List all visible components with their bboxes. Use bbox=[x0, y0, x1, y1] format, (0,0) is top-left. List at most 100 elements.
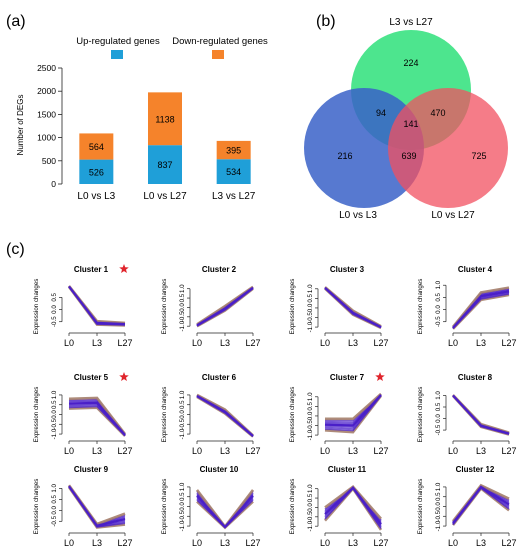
profile-line bbox=[452, 486, 510, 525]
y-tick-label: 0.0 bbox=[435, 502, 442, 511]
x-tick-label: L27 bbox=[117, 538, 132, 548]
y-tick-label: -0.5 bbox=[51, 316, 58, 327]
y-tick-label: 0.0 bbox=[435, 305, 442, 314]
legend-down-swatch bbox=[212, 50, 224, 59]
y-tick-label: -0.5 bbox=[179, 418, 186, 429]
y-tick-label: 1.0 bbox=[179, 482, 186, 491]
y-tick-label: -0.5 bbox=[435, 424, 442, 435]
venn-set-l0-l3: L0 vs L3 bbox=[339, 210, 377, 221]
bar-chart: Up-regulated genes Down-regulated genes … bbox=[16, 36, 268, 202]
y-tick-label: 0.5 bbox=[179, 492, 186, 501]
cluster-title: Cluster 6 bbox=[202, 373, 237, 382]
center-line bbox=[452, 394, 510, 435]
venn-circle-l0-l3 bbox=[304, 88, 424, 208]
x-tick-label: L0 bbox=[192, 338, 202, 348]
x-tick-label: L3 bbox=[476, 338, 486, 348]
venn-count-l3-l27-and-l0-l27: 470 bbox=[430, 108, 445, 118]
y-tick-label: -1.0 bbox=[179, 320, 186, 331]
x-tick-label: L3 bbox=[220, 446, 230, 456]
y-tick-label: -0.5 bbox=[307, 420, 314, 431]
y-axis: 0 500 1000 1500 2000 2500 bbox=[37, 63, 63, 189]
center-line bbox=[196, 494, 254, 529]
x-tick-label: L3 bbox=[476, 538, 486, 548]
cluster-title: Cluster 5 bbox=[74, 373, 109, 382]
profile-line bbox=[68, 285, 126, 325]
center-line bbox=[196, 286, 254, 327]
cluster-title: Cluster 2 bbox=[202, 265, 237, 274]
center-line bbox=[68, 485, 126, 527]
cluster-title: Cluster 10 bbox=[200, 465, 239, 474]
y-axis-label: Expression changes bbox=[289, 387, 296, 443]
y-tick-label: -1.0 bbox=[179, 520, 186, 531]
bar-up bbox=[216, 159, 251, 184]
venn-count-l3-l27-and-l0-l3: 94 bbox=[376, 108, 386, 118]
x-tick-label: L0 bbox=[192, 538, 202, 548]
profile-line bbox=[68, 405, 126, 437]
cluster-title: Cluster 7 bbox=[330, 373, 365, 382]
x-tick-label: L0 bbox=[320, 338, 330, 348]
y-axis-label: Expression changes bbox=[417, 387, 424, 443]
x-tick-label: L0 bbox=[320, 538, 330, 548]
y-tick-label: 0.0 bbox=[435, 414, 442, 423]
y-tick-label: -1.0 bbox=[179, 428, 186, 439]
bar-down bbox=[148, 92, 182, 146]
venn-set-l0-l27: L0 vs L27 bbox=[431, 210, 475, 221]
y-axis-label: Expression changes bbox=[417, 279, 424, 335]
y-axis-label: Expression changes bbox=[417, 479, 424, 535]
bar-marks: 526 564 L0 vs L3 837 1138 L0 vs L27 534 395 L3 v… bbox=[77, 92, 256, 202]
center-line bbox=[324, 394, 382, 427]
cluster-panel: Cluster 1 Expression changes 0.5 0.0 -0.5 L0 L… bbox=[33, 264, 133, 348]
y-tick-label: 1.0 bbox=[435, 482, 442, 491]
x-tick-label: L0 bbox=[448, 446, 458, 456]
y-tick-label: 1000 bbox=[37, 133, 56, 143]
x-tick-label: L3 bbox=[220, 538, 230, 548]
x-tick-label: L27 bbox=[501, 338, 516, 348]
y-tick-label: 0 bbox=[51, 179, 56, 189]
venn-set-l3-l27: L3 vs L27 bbox=[389, 17, 433, 28]
profile-line bbox=[68, 285, 126, 325]
x-tick-label: L0 bbox=[64, 538, 74, 548]
profile-line bbox=[325, 392, 382, 421]
bar-up bbox=[79, 159, 114, 184]
cluster-panel: Cluster 5 Expression changes 1.00.50.0-0.5… bbox=[33, 372, 133, 456]
y-tick-label: -0.5 bbox=[179, 510, 186, 521]
y-tick-label: 0.0 bbox=[179, 410, 186, 419]
y-axis-label: Expression changes bbox=[161, 279, 168, 335]
cluster-panel: Cluster 7 Expression changes 1.00.50.0-0.5… bbox=[289, 372, 389, 456]
y-tick-label: 0.5 bbox=[179, 400, 186, 409]
y-axis-label: Expression changes bbox=[289, 479, 296, 535]
center-line bbox=[324, 486, 382, 525]
y-tick-label: -0.5 bbox=[435, 316, 442, 327]
profile-line bbox=[451, 286, 510, 328]
x-tick-label: L3 bbox=[92, 446, 102, 456]
y-tick-label: 0.5 bbox=[435, 402, 442, 411]
legend-up-label: Up-regulated genes bbox=[76, 36, 160, 47]
x-tick-label: L27 bbox=[373, 538, 388, 548]
x-tick-label: L27 bbox=[373, 338, 388, 348]
y-tick-label: -0.5 bbox=[435, 510, 442, 521]
profile-line bbox=[68, 286, 126, 326]
x-tick-label: L3 bbox=[92, 338, 102, 348]
y-tick-label: -1.0 bbox=[51, 428, 58, 439]
x-category-label: L0 vs L27 bbox=[143, 191, 187, 202]
y-tick-label: -0.5 bbox=[51, 418, 58, 429]
y-tick-label: -1.0 bbox=[307, 429, 314, 440]
profile-line bbox=[68, 404, 126, 437]
center-line bbox=[452, 485, 510, 524]
y-tick-label: 1.0 bbox=[51, 390, 58, 399]
venn-count-l0-l3-only: 216 bbox=[337, 151, 352, 161]
x-tick-label: L3 bbox=[348, 446, 358, 456]
profile-line bbox=[196, 395, 254, 438]
bar-down-value: 564 bbox=[89, 142, 104, 152]
y-tick-label: -1.0 bbox=[435, 520, 442, 531]
profile-line bbox=[196, 285, 254, 326]
y-tick-label: 0.5 bbox=[435, 293, 442, 302]
y-tick-label: 0.5 bbox=[307, 493, 314, 502]
y-tick-label: -0.5 bbox=[51, 515, 58, 526]
y-tick-label: 0.0 bbox=[51, 505, 58, 514]
venn-diagram: L3 vs L27 L0 vs L3 L0 vs L27 224 216 725… bbox=[304, 17, 508, 221]
cluster-title: Cluster 4 bbox=[458, 265, 493, 274]
x-tick-label: L3 bbox=[92, 538, 102, 548]
x-tick-label: L27 bbox=[117, 446, 132, 456]
y-tick-label: 1.0 bbox=[51, 484, 58, 493]
